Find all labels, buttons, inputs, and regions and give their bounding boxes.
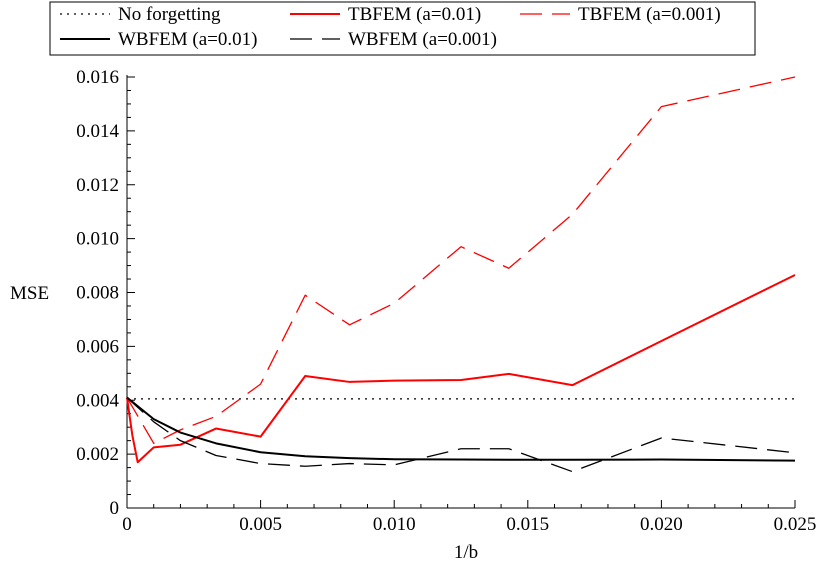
y-axis-title: MSE: [10, 283, 49, 304]
x-tick-label: 0: [122, 514, 132, 535]
x-tick-label: 0.015: [506, 514, 549, 535]
legend-label-2: TBFEM (a=0.001): [578, 4, 721, 25]
legend-label-1: TBFEM (a=0.01): [348, 4, 481, 25]
x-tick-label: 0.025: [774, 514, 817, 535]
y-tick-label: 0.008: [76, 283, 119, 304]
y-tick-label: 0.002: [76, 444, 119, 465]
series-line-2: [127, 77, 795, 443]
legend-label-4: WBFEM (a=0.001): [348, 29, 497, 50]
y-tick-label: 0.004: [76, 390, 119, 411]
x-tick-label: 0.010: [373, 514, 416, 535]
series-line-1: [127, 275, 795, 462]
axes: 0 0.005 0.010 0.015 0.020 0.025 0 0.002 0.004 0.0…: [10, 67, 816, 563]
y-tick-label: 0.016: [76, 67, 119, 88]
legend: No forgetting TBFEM (a=0.01) TBFEM (a=0.00…: [50, 2, 755, 55]
x-tick-label: 0.020: [640, 514, 683, 535]
plot-area: [127, 77, 795, 472]
y-tick-label: 0.012: [76, 175, 119, 196]
y-tick-label: 0: [110, 498, 120, 519]
series-line-3: [127, 398, 795, 461]
y-tick-label: 0.006: [76, 336, 119, 357]
legend-label-3: WBFEM (a=0.01): [118, 29, 257, 50]
x-axis-title: 1/b: [454, 542, 478, 563]
y-tick-label: 0.010: [76, 229, 119, 250]
legend-label-0: No forgetting: [118, 4, 221, 25]
y-tick-label: 0.014: [76, 121, 119, 142]
x-tick-label: 0.005: [239, 514, 282, 535]
